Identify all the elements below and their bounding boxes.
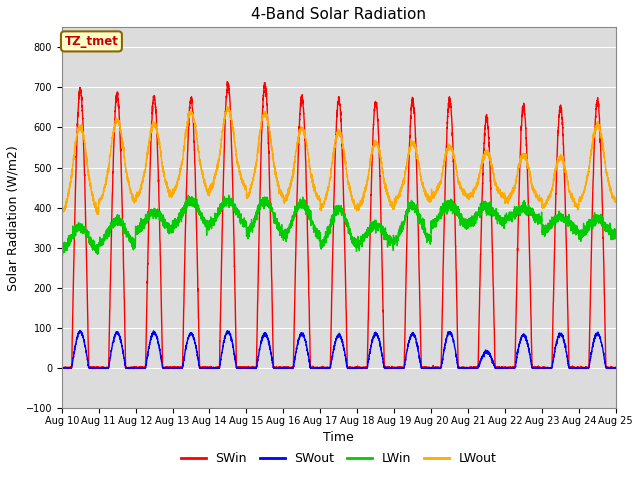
Text: TZ_tmet: TZ_tmet <box>65 35 118 48</box>
SWout <box>612 365 620 371</box>
SWin <box>157 307 165 312</box>
SWout <box>611 365 619 371</box>
Line: LWout: LWout <box>61 106 616 215</box>
LWout <box>319 203 326 208</box>
SWin <box>58 365 65 371</box>
LWin <box>157 214 165 220</box>
LWout <box>433 189 440 195</box>
SWout <box>433 365 440 371</box>
SWin <box>58 365 66 371</box>
LWout <box>223 103 231 109</box>
LWout <box>611 199 619 204</box>
Y-axis label: Solar Radiation (W/m2): Solar Radiation (W/m2) <box>7 145 20 290</box>
SWin <box>495 365 502 371</box>
LWin <box>463 221 471 227</box>
Legend: SWin, SWout, LWin, LWout: SWin, SWout, LWin, LWout <box>175 447 502 470</box>
LWout <box>612 198 620 204</box>
SWin <box>433 365 440 371</box>
Line: LWin: LWin <box>61 195 616 256</box>
SWin <box>611 364 619 370</box>
SWout <box>495 365 502 371</box>
Line: SWin: SWin <box>61 82 616 368</box>
SWout <box>157 358 165 364</box>
Title: 4-Band Solar Radiation: 4-Band Solar Radiation <box>252 7 426 22</box>
SWout <box>463 365 471 371</box>
LWin <box>58 242 65 248</box>
LWin <box>611 235 619 240</box>
LWout <box>94 212 102 217</box>
LWout <box>463 192 471 198</box>
SWin <box>223 79 231 84</box>
LWin <box>433 221 440 227</box>
LWout <box>495 185 502 191</box>
SWin <box>319 365 326 371</box>
LWin <box>612 236 620 241</box>
SWin <box>612 365 620 371</box>
SWin <box>463 365 471 371</box>
SWout <box>58 365 65 371</box>
LWout <box>58 207 65 213</box>
LWin <box>225 192 232 198</box>
LWin <box>59 253 67 259</box>
X-axis label: Time: Time <box>323 431 354 444</box>
SWout <box>318 364 326 370</box>
SWout <box>76 327 84 333</box>
Line: SWout: SWout <box>61 330 616 368</box>
LWin <box>495 215 502 220</box>
LWin <box>319 241 326 247</box>
LWout <box>157 154 165 160</box>
